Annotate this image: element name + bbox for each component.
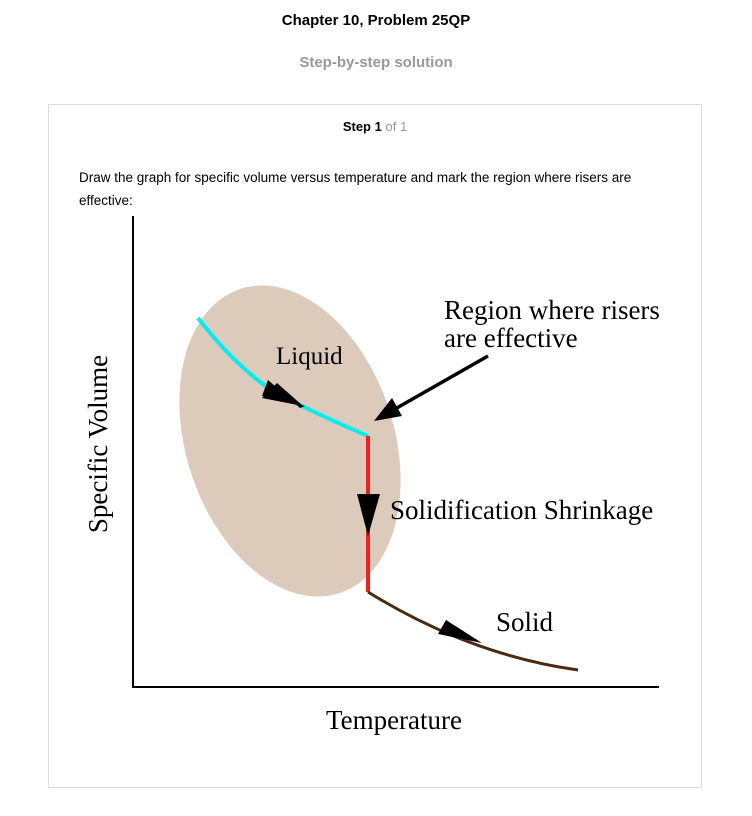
step-total: of 1: [385, 119, 408, 134]
shrinkage-arrowhead: [357, 494, 380, 536]
region-pointer-arrowhead: [374, 398, 402, 421]
solution-subtitle: Step-by-step solution: [299, 54, 453, 71]
liquid-label: Liquid: [276, 343, 343, 370]
riser-effective-region: [179, 285, 401, 597]
y-axis-label: Specific Volume: [83, 355, 113, 533]
chapter-title: Chapter 10, Problem 25QP: [281, 12, 471, 29]
solid-arrowhead: [438, 620, 482, 643]
solid-curve: [367, 590, 579, 672]
region-pointer-line: [394, 354, 489, 411]
x-axis-label: Temperature: [326, 705, 462, 735]
step-header: Step 1 of 1: [49, 119, 701, 134]
liquid-arrowhead-fill: [262, 383, 303, 406]
solid-label: Solid: [496, 607, 554, 637]
step-description: Draw the graph for specific volume versu…: [79, 170, 632, 208]
step-label: Step 1: [342, 119, 382, 134]
region-label-line-1: Region where risers: [444, 295, 660, 325]
shrinkage-label: Solidification Shrinkage: [390, 495, 653, 525]
step-card: Step 1 of 1 Draw the graph for specific …: [48, 104, 702, 788]
region-label-line-2: are effective: [444, 323, 578, 353]
